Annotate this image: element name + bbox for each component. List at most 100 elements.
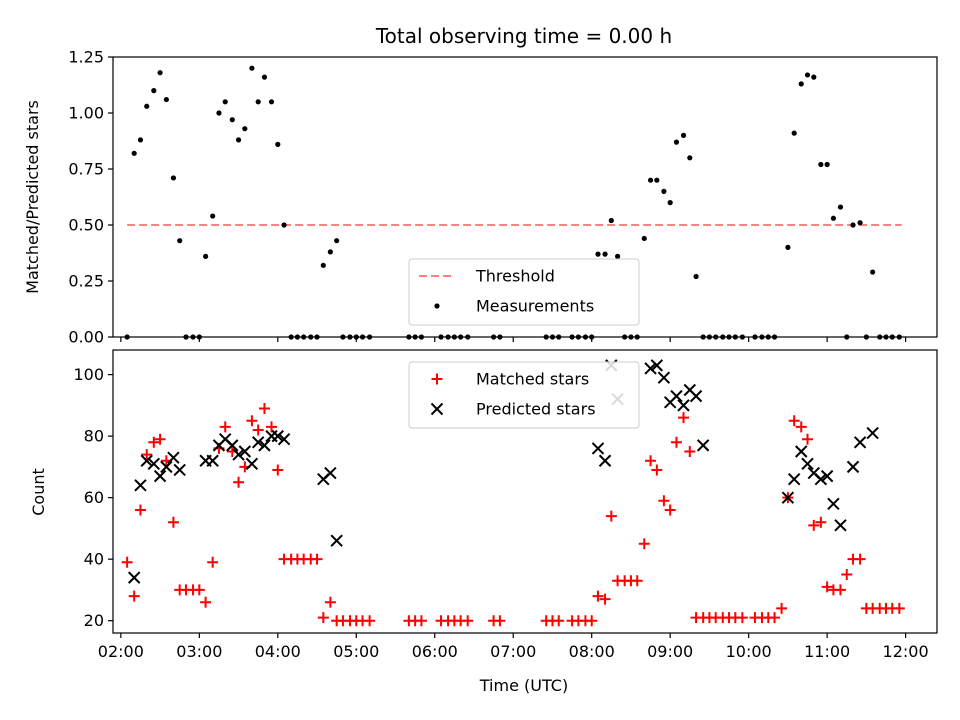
predicted-stars-point — [251, 436, 265, 449]
top-x-axis — [120, 337, 907, 342]
bottom-y-axis-label: Count — [29, 468, 48, 516]
predicted-stars-point — [795, 445, 808, 458]
top-y-tick-label: 0.75 — [68, 160, 104, 179]
matched-stars-point — [219, 421, 231, 433]
predicted-stars-point — [834, 519, 847, 532]
measurements-point — [693, 273, 699, 280]
measurements-point — [320, 262, 326, 268]
measurements-point — [830, 215, 837, 221]
matched-stars-point — [893, 602, 905, 614]
measurements-point — [818, 161, 824, 168]
matched-stars-point — [854, 553, 866, 565]
measurements-point — [673, 139, 680, 145]
matched-stars-point — [599, 593, 611, 605]
bottom-x-tick-label: 10:00 — [726, 642, 772, 661]
top-y-axis-label: Matched/Predicted stars — [23, 100, 42, 294]
matched-stars-point — [795, 421, 807, 433]
measurements-point — [210, 213, 216, 219]
predicted-stars-point — [644, 362, 657, 375]
measurements-point — [275, 141, 281, 147]
matched-stars-point — [684, 446, 696, 458]
bottom-legend-predicted-stars-marker — [430, 402, 444, 416]
matched-stars-point — [769, 612, 781, 624]
measurements-point — [602, 251, 608, 257]
top-y-tick-label: 0.50 — [68, 216, 104, 235]
matched-stars-point — [553, 615, 565, 627]
top-y-tick-label: 1.00 — [68, 104, 104, 123]
bottom-x-tick-label: 06:00 — [412, 642, 458, 661]
matched-stars-point — [736, 612, 748, 624]
measurements-point — [163, 96, 169, 103]
measurements-point — [804, 72, 811, 78]
matched-stars-point — [631, 575, 643, 587]
matched-stars-point — [815, 516, 827, 528]
bottom-x-tick-label: 02:00 — [98, 642, 144, 661]
measurements-point — [857, 220, 863, 226]
measurements-point — [661, 188, 667, 194]
bottom-legend-predicted-stars-label: Predicted stars — [476, 400, 596, 419]
predicted-stars-point — [781, 491, 795, 504]
matched-stars-point — [841, 569, 853, 581]
chart-title: Total observing time = 0.00 h — [375, 24, 672, 48]
bottom-legend-matched-stars-label: Matched stars — [476, 370, 589, 389]
predicted-stars-point — [167, 451, 180, 464]
predicted-stars-point — [134, 479, 147, 492]
predicted-stars-point — [324, 466, 337, 480]
predicted-stars-point — [238, 445, 252, 458]
bottom-x-tick-label: 07:00 — [490, 642, 536, 661]
matched-stars-point — [834, 584, 846, 596]
measurements-point — [177, 238, 183, 244]
predicted-stars-point — [670, 389, 683, 403]
matched-stars-point — [415, 615, 427, 627]
bottom-y-axis: 20 40 60 80 100 — [73, 365, 113, 630]
measurements-point — [137, 137, 144, 143]
measurements-point — [157, 70, 163, 76]
matched-stars-point — [821, 581, 833, 593]
predicted-stars-point — [160, 460, 173, 474]
matched-stars-point — [802, 433, 814, 445]
predicted-stars-point — [677, 399, 690, 412]
matched-stars-point — [317, 612, 329, 624]
top-legend-frame — [408, 258, 640, 326]
bottom-x-tick-label: 11:00 — [804, 642, 850, 661]
predicted-stars-point — [591, 442, 605, 455]
matched-stars-point — [645, 455, 657, 467]
predicted-stars-point — [827, 497, 840, 511]
measurements-point — [798, 81, 804, 87]
measurements-point — [641, 235, 647, 242]
predicted-stars-point — [330, 534, 343, 547]
measurements-point — [791, 130, 797, 136]
predicted-stars-point — [696, 439, 710, 452]
predicted-stars-point — [814, 472, 828, 486]
top-legend: Threshold Measurements — [408, 258, 640, 326]
measurements-point — [249, 65, 255, 71]
matched-stars-point — [200, 596, 212, 608]
matched-stars-point — [233, 476, 245, 488]
predicted-stars-point — [801, 457, 814, 471]
bottom-marks — [121, 359, 905, 627]
predicted-stars-point — [650, 359, 664, 372]
matched-stars-point — [605, 510, 617, 522]
bottom-y-tick-label: 100 — [73, 365, 104, 384]
measurements-point — [268, 99, 275, 105]
measurements-point — [850, 222, 856, 228]
measurements-point — [131, 150, 137, 156]
top-legend-measurements-marker — [434, 303, 440, 309]
measurements-point — [170, 175, 177, 181]
matched-stars-point — [207, 556, 219, 568]
matched-stars-point — [148, 436, 160, 448]
measurements-point — [595, 251, 601, 257]
bottom-x-tick-label: 08:00 — [569, 642, 615, 661]
matched-stars-point — [246, 415, 258, 427]
measurements-point — [235, 137, 242, 143]
predicted-stars-point — [277, 432, 291, 446]
bottom-y-tick-label: 40 — [84, 550, 104, 569]
matched-stars-point — [678, 412, 690, 424]
bottom-x-tick-label: 05:00 — [333, 642, 379, 661]
matched-stars-point — [638, 538, 650, 550]
bottom-x-tick-label: 09:00 — [647, 642, 693, 661]
measurements-point — [222, 99, 228, 105]
measurements-point — [687, 155, 693, 161]
predicted-stars-point — [689, 389, 703, 403]
predicted-stars-point — [232, 448, 245, 461]
